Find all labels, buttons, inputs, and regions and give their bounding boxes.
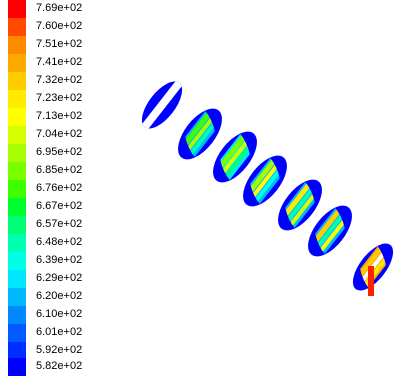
- legend-row: 7.23e+02: [8, 90, 128, 108]
- legend-row: 7.32e+02: [8, 72, 128, 90]
- contour-slices: [120, 60, 394, 376]
- legend-row: 7.04e+02: [8, 126, 128, 144]
- legend-label: 6.20e+02: [36, 290, 82, 302]
- legend-row: 6.85e+02: [8, 162, 128, 180]
- legend-label: 6.29e+02: [36, 272, 82, 284]
- legend-row: 6.95e+02: [8, 144, 128, 162]
- legend-swatch: [8, 180, 26, 198]
- legend-swatch: [8, 90, 26, 108]
- legend-label: 5.82e+02: [36, 360, 82, 372]
- legend-swatch: [8, 216, 26, 234]
- legend-row: 6.57e+02: [8, 216, 128, 234]
- legend-row: 7.69e+02: [8, 0, 128, 18]
- legend-label: 7.41e+02: [36, 56, 82, 68]
- legend-label: 7.32e+02: [36, 74, 82, 86]
- slice-7: [346, 237, 394, 297]
- legend-label: 7.04e+02: [36, 128, 82, 140]
- legend-row: 6.39e+02: [8, 252, 128, 270]
- color-legend: 7.69e+02 7.60e+02 7.51e+02 7.41e+02 7.32…: [8, 0, 128, 376]
- legend-swatch: [8, 18, 26, 36]
- legend-label: 7.69e+02: [36, 2, 82, 14]
- legend-swatch: [8, 36, 26, 54]
- cross-section-visualization: [120, 60, 394, 376]
- legend-label: 6.76e+02: [36, 182, 82, 194]
- legend-label: 6.57e+02: [36, 218, 82, 230]
- legend-swatch: [8, 234, 26, 252]
- legend-label: 6.85e+02: [36, 164, 82, 176]
- legend-row: 6.76e+02: [8, 180, 128, 198]
- legend-swatch: [8, 306, 26, 324]
- legend-label: 6.10e+02: [36, 308, 82, 320]
- legend-row: 7.51e+02: [8, 36, 128, 54]
- legend-label: 5.92e+02: [36, 344, 82, 356]
- legend-swatch: [8, 288, 26, 306]
- legend-row: 7.60e+02: [8, 18, 128, 36]
- legend-row: 6.29e+02: [8, 270, 128, 288]
- legend-swatch: [8, 108, 26, 126]
- legend-swatch: [8, 126, 26, 144]
- legend-row: 6.67e+02: [8, 198, 128, 216]
- legend-swatch: [8, 0, 26, 18]
- legend-swatch: [8, 162, 26, 180]
- legend-swatch: [8, 252, 26, 270]
- legend-row: 7.13e+02: [8, 108, 128, 126]
- legend-label: 6.01e+02: [36, 326, 82, 338]
- legend-label: 7.51e+02: [36, 38, 82, 50]
- legend-row: 6.48e+02: [8, 234, 128, 252]
- legend-label: 6.39e+02: [36, 254, 82, 266]
- legend-row: 6.20e+02: [8, 288, 128, 306]
- legend-swatch: [8, 54, 26, 72]
- legend-row: 7.41e+02: [8, 54, 128, 72]
- legend-swatch: [8, 72, 26, 90]
- legend-label: 7.60e+02: [36, 20, 82, 32]
- legend-row: 6.10e+02: [8, 306, 128, 324]
- legend-swatch: [8, 358, 26, 376]
- legend-swatch: [8, 144, 26, 162]
- legend-row: 5.82e+02: [8, 358, 128, 376]
- legend-label: 6.48e+02: [36, 236, 82, 248]
- legend-label: 7.13e+02: [36, 110, 82, 122]
- slice-1: [135, 75, 190, 135]
- legend-label: 7.23e+02: [36, 92, 82, 104]
- legend-swatch: [8, 270, 26, 288]
- legend-swatch: [8, 198, 26, 216]
- legend-label: 6.95e+02: [36, 146, 82, 158]
- legend-label: 6.67e+02: [36, 200, 82, 212]
- legend-swatch: [8, 324, 26, 342]
- legend-row: 6.01e+02: [8, 324, 128, 342]
